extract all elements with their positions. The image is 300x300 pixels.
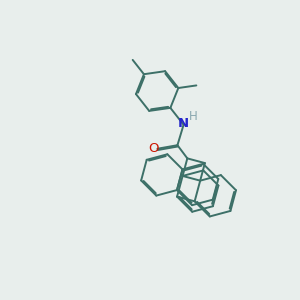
Text: N: N [178,117,189,130]
Text: O: O [148,142,159,154]
Text: H: H [189,110,197,123]
